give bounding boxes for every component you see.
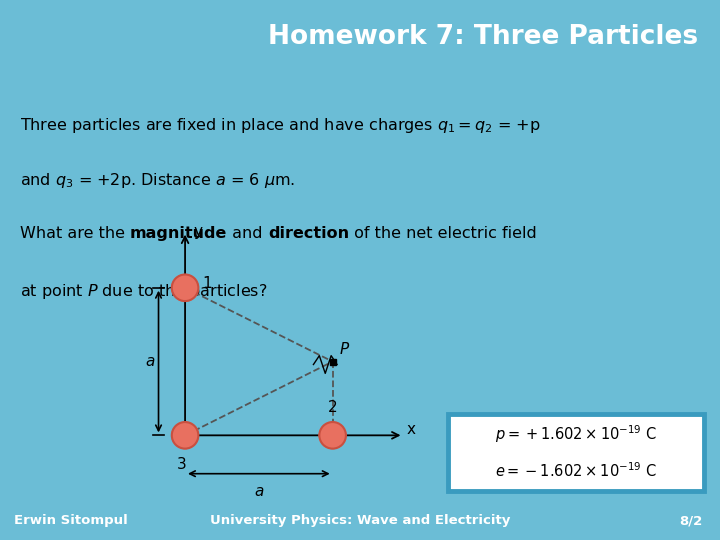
Circle shape (172, 422, 198, 449)
Text: 8/2: 8/2 (679, 514, 702, 527)
Text: $p = +1.602\times10^{-19}$ C: $p = +1.602\times10^{-19}$ C (495, 423, 657, 444)
Text: P: P (340, 342, 349, 357)
Text: Homework 7: Three Particles: Homework 7: Three Particles (269, 24, 698, 50)
Text: magnitude: magnitude (130, 226, 228, 241)
Text: and: and (228, 226, 268, 241)
Text: of the net electric field: of the net electric field (349, 226, 537, 241)
Circle shape (172, 274, 198, 301)
Text: What are the: What are the (20, 226, 130, 241)
Text: a: a (254, 484, 264, 499)
Text: Three particles are fixed in place and have charges $q_1 = q_2$ = +p: Three particles are fixed in place and h… (20, 116, 541, 134)
FancyBboxPatch shape (448, 414, 704, 491)
Circle shape (320, 422, 346, 449)
Text: 3: 3 (177, 457, 187, 472)
Text: Erwin Sitompul: Erwin Sitompul (14, 514, 128, 527)
Text: direction: direction (268, 226, 349, 241)
Text: a: a (145, 354, 154, 369)
Text: at point $P$ due to the particles?: at point $P$ due to the particles? (20, 282, 267, 301)
Text: x: x (406, 422, 415, 437)
Text: y: y (194, 224, 203, 239)
Text: and $q_3$ = +2p. Distance $a$ = 6 $\mu$m.: and $q_3$ = +2p. Distance $a$ = 6 $\mu$m… (20, 171, 295, 190)
Text: 2: 2 (328, 400, 338, 415)
Text: 1: 1 (203, 276, 212, 291)
Text: $e = -1.602\times10^{-19}$ C: $e = -1.602\times10^{-19}$ C (495, 461, 657, 480)
Text: University Physics: Wave and Electricity: University Physics: Wave and Electricity (210, 514, 510, 527)
